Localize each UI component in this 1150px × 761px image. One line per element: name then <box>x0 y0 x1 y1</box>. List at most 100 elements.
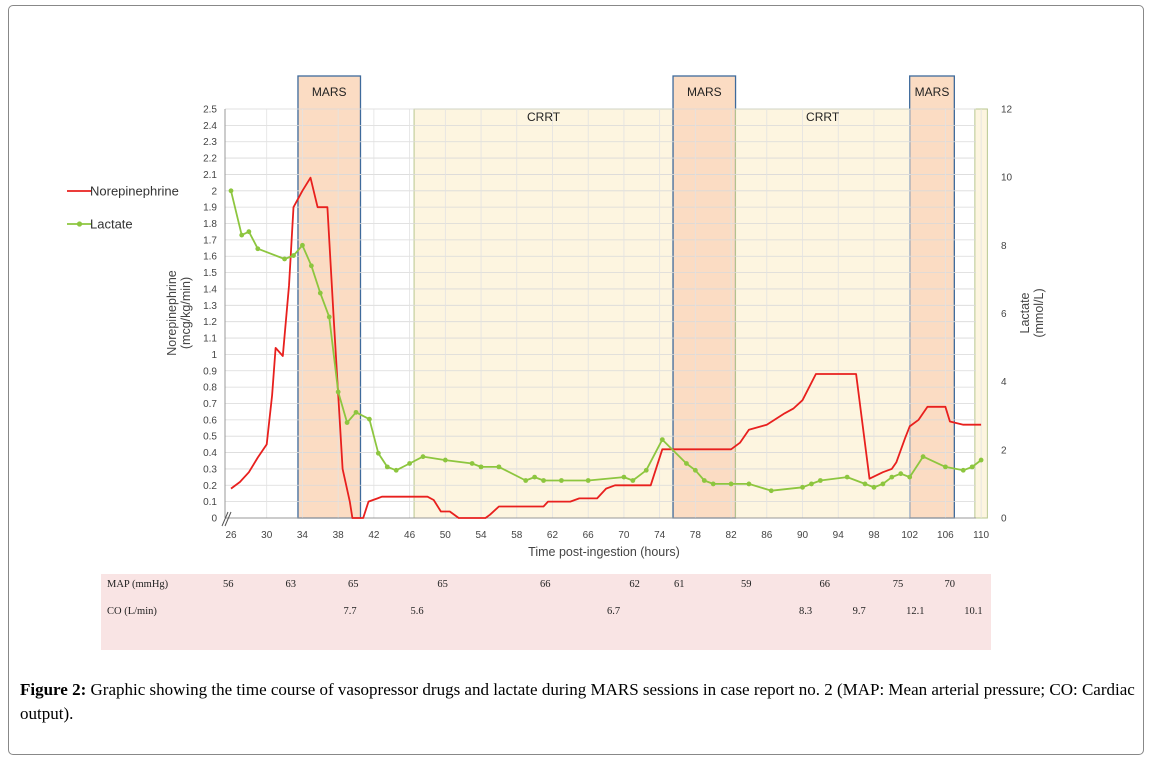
data-point-lactate <box>308 263 314 269</box>
region-label-1: CRRT <box>527 110 561 124</box>
data-point-lactate <box>255 246 261 252</box>
region-mars-2 <box>672 75 737 519</box>
table-cell-value: 12.1 <box>906 606 925 617</box>
x-axis-title: Time post-ingestion (hours) <box>528 545 680 559</box>
x-tick-label: 78 <box>690 530 702 541</box>
region-label-2: MARS <box>687 85 722 99</box>
table-cell-value: 65 <box>437 579 448 590</box>
data-point-lactate <box>659 437 665 443</box>
data-point-lactate <box>943 464 948 470</box>
y-left-axis-title: Norepinephrine <box>165 270 179 356</box>
data-point-lactate <box>496 464 502 470</box>
y-left-tick-label: 0.7 <box>203 399 217 410</box>
legend: Norepinephrine Lactate <box>67 184 179 232</box>
y-left-tick-label: 2.5 <box>203 105 217 116</box>
y-right-tick-label: 4 <box>1001 377 1007 388</box>
y-left-tick-label: 2.2 <box>203 154 217 165</box>
table-cell-value: 5.6 <box>410 606 424 617</box>
x-tick-label: 74 <box>654 530 666 541</box>
data-point-lactate <box>630 478 636 483</box>
region-crrt-3 <box>735 108 911 519</box>
x-tick-label: 46 <box>404 530 416 541</box>
data-point-lactate <box>442 457 448 463</box>
data-point-lactate <box>800 484 805 490</box>
data-point-lactate <box>817 478 823 483</box>
y-left-tick-label: 1.1 <box>203 334 217 345</box>
x-tick-label: 42 <box>368 530 380 541</box>
y-left-tick-label: 0.2 <box>203 481 217 492</box>
x-tick-label: 98 <box>868 530 880 541</box>
data-point-lactate <box>228 188 234 194</box>
data-point-lactate <box>969 464 975 470</box>
x-tick-label: 94 <box>833 530 845 541</box>
x-tick-label: 110 <box>973 530 989 541</box>
x-tick-label: 26 <box>225 530 237 541</box>
region-mars-4 <box>909 75 955 519</box>
y-left-tick-label: 0.8 <box>203 383 217 394</box>
y-left-tick-label: 1.7 <box>203 235 217 246</box>
y-right-tick-label: 8 <box>1001 241 1007 252</box>
x-tick-label: 58 <box>511 530 523 541</box>
data-point-lactate <box>809 481 814 487</box>
y-right-tick-label: 6 <box>1001 309 1007 320</box>
table-cell-value: 56 <box>223 579 234 590</box>
table-cell-value: 59 <box>740 579 752 590</box>
x-tick-label: 86 <box>761 530 773 541</box>
region-crrt-1 <box>413 108 674 519</box>
data-point-lactate <box>898 471 904 477</box>
x-tick-label: 102 <box>901 530 918 541</box>
table-cell-value: 75 <box>892 579 904 590</box>
y-left-tick-label: 0.5 <box>203 432 217 443</box>
table-cell-value: 66 <box>540 579 551 590</box>
y-left-tick-label: 0.3 <box>203 464 217 475</box>
region-label-0: MARS <box>312 85 347 99</box>
data-point-lactate <box>862 481 868 487</box>
data-point-lactate <box>407 461 412 466</box>
y-left-tick-label: 0.4 <box>203 448 217 459</box>
y-left-tick-label: 1 <box>211 350 217 361</box>
region-label-3: CRRT <box>806 110 840 124</box>
x-tick-label: 90 <box>797 530 809 541</box>
table-cell-value: 6.7 <box>606 606 621 617</box>
y-left-tick-label: 2.1 <box>203 170 217 181</box>
data-point-lactate <box>871 484 877 490</box>
axes: 0 0.1 0.2 0.3 0.4 0.5 0.6 0.7 0.8 0.9 1 1.1 1.2 1.3 1.… <box>165 105 1046 560</box>
y-left-tick-label: 1.6 <box>203 252 217 263</box>
y-left-tick-label: 0.9 <box>203 366 217 377</box>
y-right-tick-label: 0 <box>1001 514 1007 525</box>
region-mars-0 <box>297 75 362 519</box>
data-point-lactate <box>541 478 546 483</box>
x-tick-label: 50 <box>440 530 452 541</box>
y-right-tick-label: 10 <box>1001 173 1013 184</box>
region-label-4: MARS <box>915 85 950 99</box>
y-left-tick-label: 0.6 <box>203 415 217 426</box>
data-point-lactate <box>246 229 252 235</box>
caption-label: Figure 2: <box>20 680 87 699</box>
data-point-lactate <box>559 478 564 483</box>
shaded-regions <box>297 75 988 519</box>
data-point-lactate <box>710 481 716 487</box>
data-point-lactate <box>684 461 689 466</box>
table-row-label: MAP (mmHg) <box>107 579 169 590</box>
table-row-label: CO (L/min) <box>107 606 157 617</box>
axis-break-mark <box>224 511 232 527</box>
data-point-lactate <box>317 290 323 296</box>
legend-label-norepinephrine: Norepinephrine <box>90 184 179 199</box>
x-tick-label: 106 <box>937 530 954 541</box>
legend-marker-lactate <box>76 221 83 227</box>
table-cell-value: 66 <box>819 579 831 590</box>
y-left-tick-label: 2.4 <box>203 121 217 132</box>
y-left-tick-label: 0.1 <box>203 497 217 508</box>
measurement-table <box>101 574 991 650</box>
y-left-tick-label: 2 <box>211 186 217 197</box>
axis-break-mark <box>221 511 229 527</box>
data-point-lactate <box>844 474 850 480</box>
data-point-lactate <box>701 478 707 483</box>
x-tick-label: 30 <box>261 530 273 541</box>
y-right-axis-title: Lactate <box>1018 292 1032 333</box>
legend-label-lactate: Lactate <box>90 217 133 232</box>
data-point-lactate <box>375 450 381 456</box>
data-point-lactate <box>367 416 372 422</box>
series <box>228 176 984 519</box>
figure-caption: Figure 2: Graphic showing the time cours… <box>20 678 1140 726</box>
